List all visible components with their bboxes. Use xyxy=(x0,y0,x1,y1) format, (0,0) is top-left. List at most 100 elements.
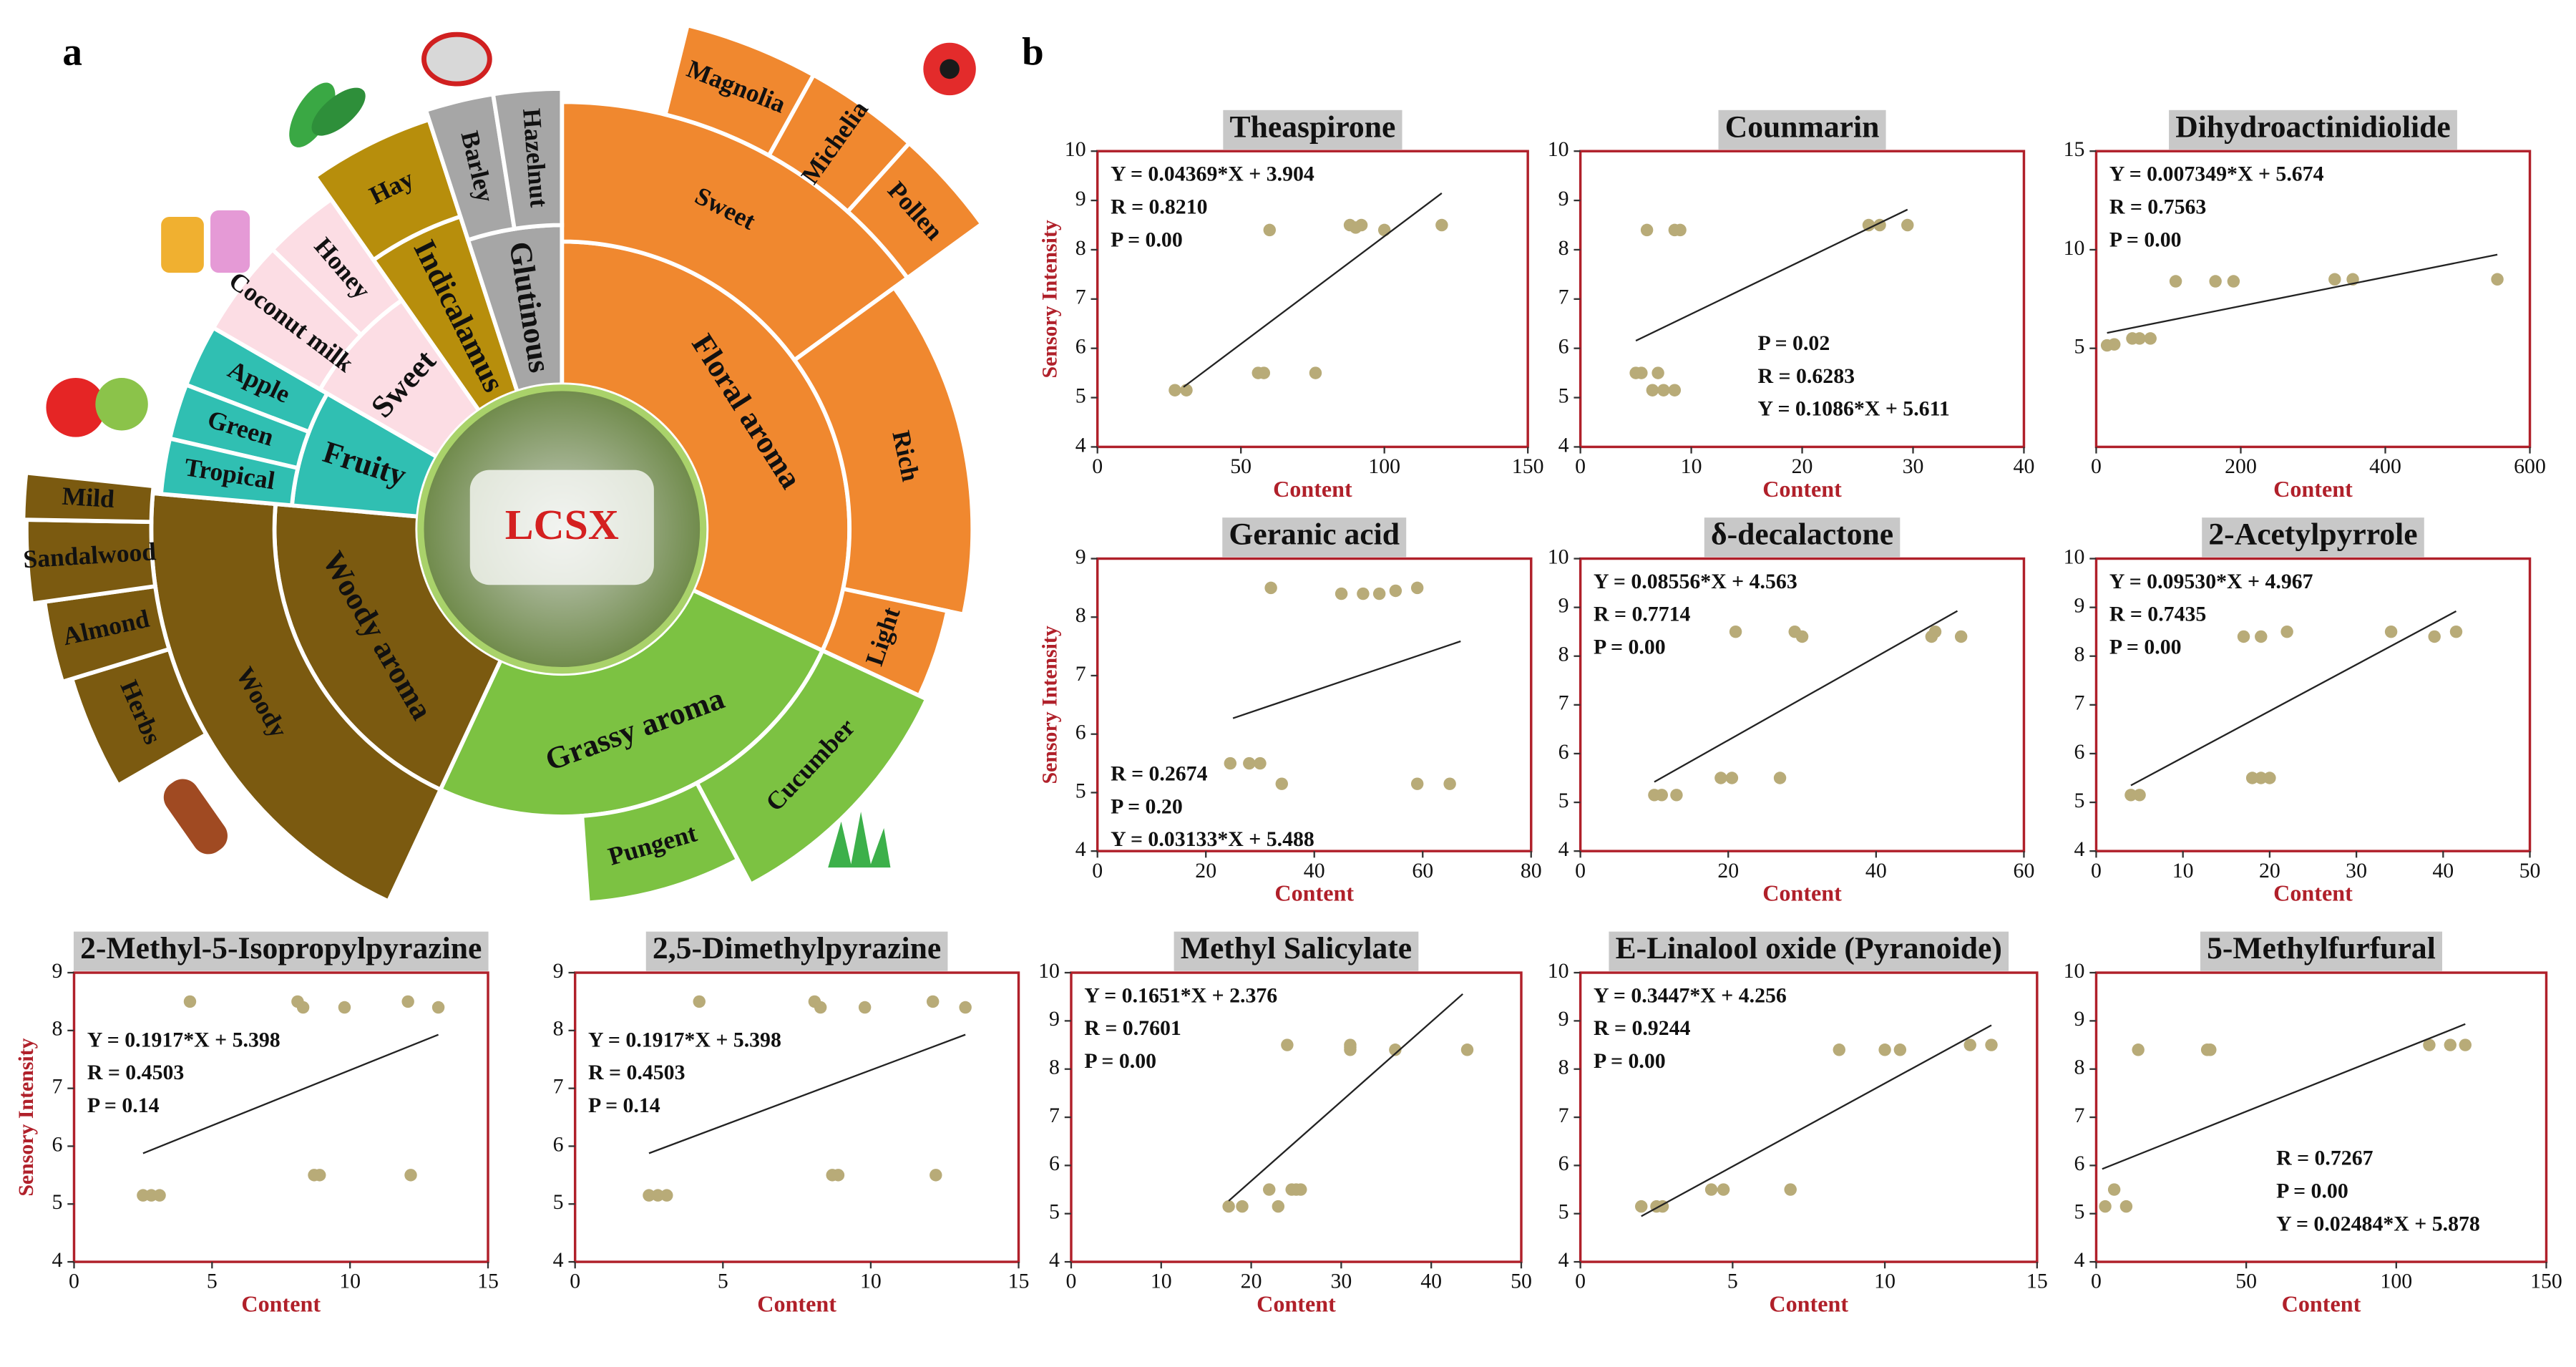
x-tick-label: 50 xyxy=(1230,454,1252,478)
data-point xyxy=(1294,1183,1307,1196)
y-tick-label: 9 xyxy=(553,959,564,983)
data-point xyxy=(1634,1200,1648,1213)
data-point xyxy=(1878,1044,1891,1056)
sunburst-segment xyxy=(580,780,741,905)
data-point xyxy=(1674,223,1687,237)
data-point xyxy=(1372,587,1386,600)
chart-title: δ-decalactone xyxy=(1711,517,1893,552)
chart-title: E-Linalool oxide (Pyranoide) xyxy=(1616,931,2002,965)
annotation: P = 0.14 xyxy=(588,1094,660,1117)
y-tick-label: 7 xyxy=(2074,1104,2084,1127)
data-point xyxy=(1169,384,1181,397)
x-tick-label: 150 xyxy=(2530,1270,2562,1293)
y-tick-label: 7 xyxy=(1075,286,1086,309)
y-tick-label: 8 xyxy=(1558,643,1569,666)
x-tick-label: 50 xyxy=(2235,1270,2257,1293)
x-tick-label: 400 xyxy=(2369,454,2401,478)
sunburst-segment xyxy=(694,648,930,887)
data-point xyxy=(2227,275,2240,288)
chart-title-background xyxy=(2169,110,2457,150)
data-point xyxy=(1714,772,1727,784)
y-tick-label: 6 xyxy=(1558,335,1569,359)
annotation: P = 0.00 xyxy=(1594,1049,1666,1073)
honey-icon xyxy=(161,217,204,273)
plot-frame xyxy=(2094,150,2532,449)
scatter-chart: 0 20 40 60 80 4 5 6 7 8 9 Content Sensory Intensity G… xyxy=(1038,517,1541,906)
annotation: Y = 0.007349*X + 5.674 xyxy=(2109,162,2324,185)
data-point xyxy=(930,1169,942,1182)
sunburst-segment xyxy=(210,246,364,392)
sunburst-segment xyxy=(69,646,210,789)
annotation: Y = 0.04369*X + 3.904 xyxy=(1111,162,1314,185)
data-point xyxy=(1263,223,1277,237)
annotation: R = 0.8210 xyxy=(1111,195,1207,218)
data-point xyxy=(2132,1044,2145,1056)
data-point xyxy=(2119,1200,2133,1213)
chart-title: Dihydroactinidiolide xyxy=(2175,110,2450,144)
data-point xyxy=(1443,777,1456,790)
x-tick-label: 80 xyxy=(1521,859,1542,882)
y-tick-label: 5 xyxy=(553,1190,564,1214)
data-point xyxy=(1657,384,1670,397)
x-tick-label: 150 xyxy=(1512,454,1544,478)
fit-line xyxy=(1635,208,1908,342)
chart-title: Theaspirone xyxy=(1230,110,1396,144)
data-point xyxy=(1335,587,1348,600)
x-tick-label: 10 xyxy=(1151,1270,1172,1293)
sunburst-segment xyxy=(844,140,985,281)
x-tick-label: 0 xyxy=(570,1270,580,1293)
data-point xyxy=(2107,1183,2121,1196)
data-point xyxy=(1725,772,1739,784)
annotation: Y = 0.3447*X + 4.256 xyxy=(1594,983,1787,1007)
scatter-chart: 0 10 20 30 40 4 5 6 7 8 9 10 Content Counmarin P = 0.0… xyxy=(1548,110,2035,501)
data-point xyxy=(1281,1038,1294,1051)
data-point xyxy=(1833,1044,1845,1056)
apple-icon xyxy=(46,378,106,437)
annotation: Y = 0.1917*X + 5.398 xyxy=(588,1028,781,1051)
chart-title: 2,5-Dimethylpyrazine xyxy=(653,931,941,965)
x-tick-label: 60 xyxy=(2014,859,2035,882)
x-axis-label: Content xyxy=(2273,476,2353,502)
x-tick-label: 10 xyxy=(1874,1270,1896,1293)
data-point xyxy=(2449,625,2463,638)
sunburst-segment xyxy=(158,436,301,508)
x-tick-label: 40 xyxy=(2014,454,2035,478)
annotation: P = 0.20 xyxy=(1111,794,1183,818)
y-tick-label: 5 xyxy=(1558,789,1569,812)
chart-title-background xyxy=(2200,931,2443,971)
data-point xyxy=(1773,772,1787,784)
y-tick-label: 7 xyxy=(553,1074,564,1098)
y-tick-label: 9 xyxy=(1075,545,1086,568)
data-point xyxy=(2263,772,2276,784)
sunburst-segment xyxy=(24,517,158,606)
y-tick-label: 5 xyxy=(2074,1200,2084,1224)
y-tick-label: 7 xyxy=(2074,691,2084,715)
fit-line xyxy=(2107,253,2498,334)
data-point xyxy=(1717,1183,1730,1196)
data-point xyxy=(2209,275,2222,288)
data-point xyxy=(1410,581,1424,595)
fit-line xyxy=(1654,610,1958,783)
plot-frame xyxy=(573,971,1020,1263)
y-tick-label: 15 xyxy=(2064,137,2085,161)
x-tick-label: 0 xyxy=(69,1270,79,1293)
scatter-chart: 0 10 20 30 40 50 4 5 6 7 8 9 10 Content 2-Acetylpyrrol… xyxy=(2064,517,2541,906)
plot-frame xyxy=(72,971,489,1263)
data-point xyxy=(2423,1038,2436,1051)
x-axis-label: Content xyxy=(1769,1290,1848,1316)
data-point xyxy=(1389,584,1402,598)
annotation: R = 0.2674 xyxy=(1111,762,1208,785)
x-tick-label: 10 xyxy=(2172,859,2194,882)
x-tick-label: 15 xyxy=(2026,1270,2048,1293)
data-point xyxy=(2255,630,2268,643)
annotation: R = 0.7435 xyxy=(2109,603,2206,626)
y-tick-label: 10 xyxy=(2064,545,2085,568)
x-axis-label: Content xyxy=(1273,476,1352,502)
y-tick-label: 10 xyxy=(2064,236,2085,260)
x-tick-label: 5 xyxy=(207,1270,218,1293)
y-tick-label: 8 xyxy=(52,1017,63,1041)
data-point xyxy=(1224,757,1237,770)
chart-title-background xyxy=(1223,110,1402,150)
y-tick-label: 4 xyxy=(1075,433,1086,457)
